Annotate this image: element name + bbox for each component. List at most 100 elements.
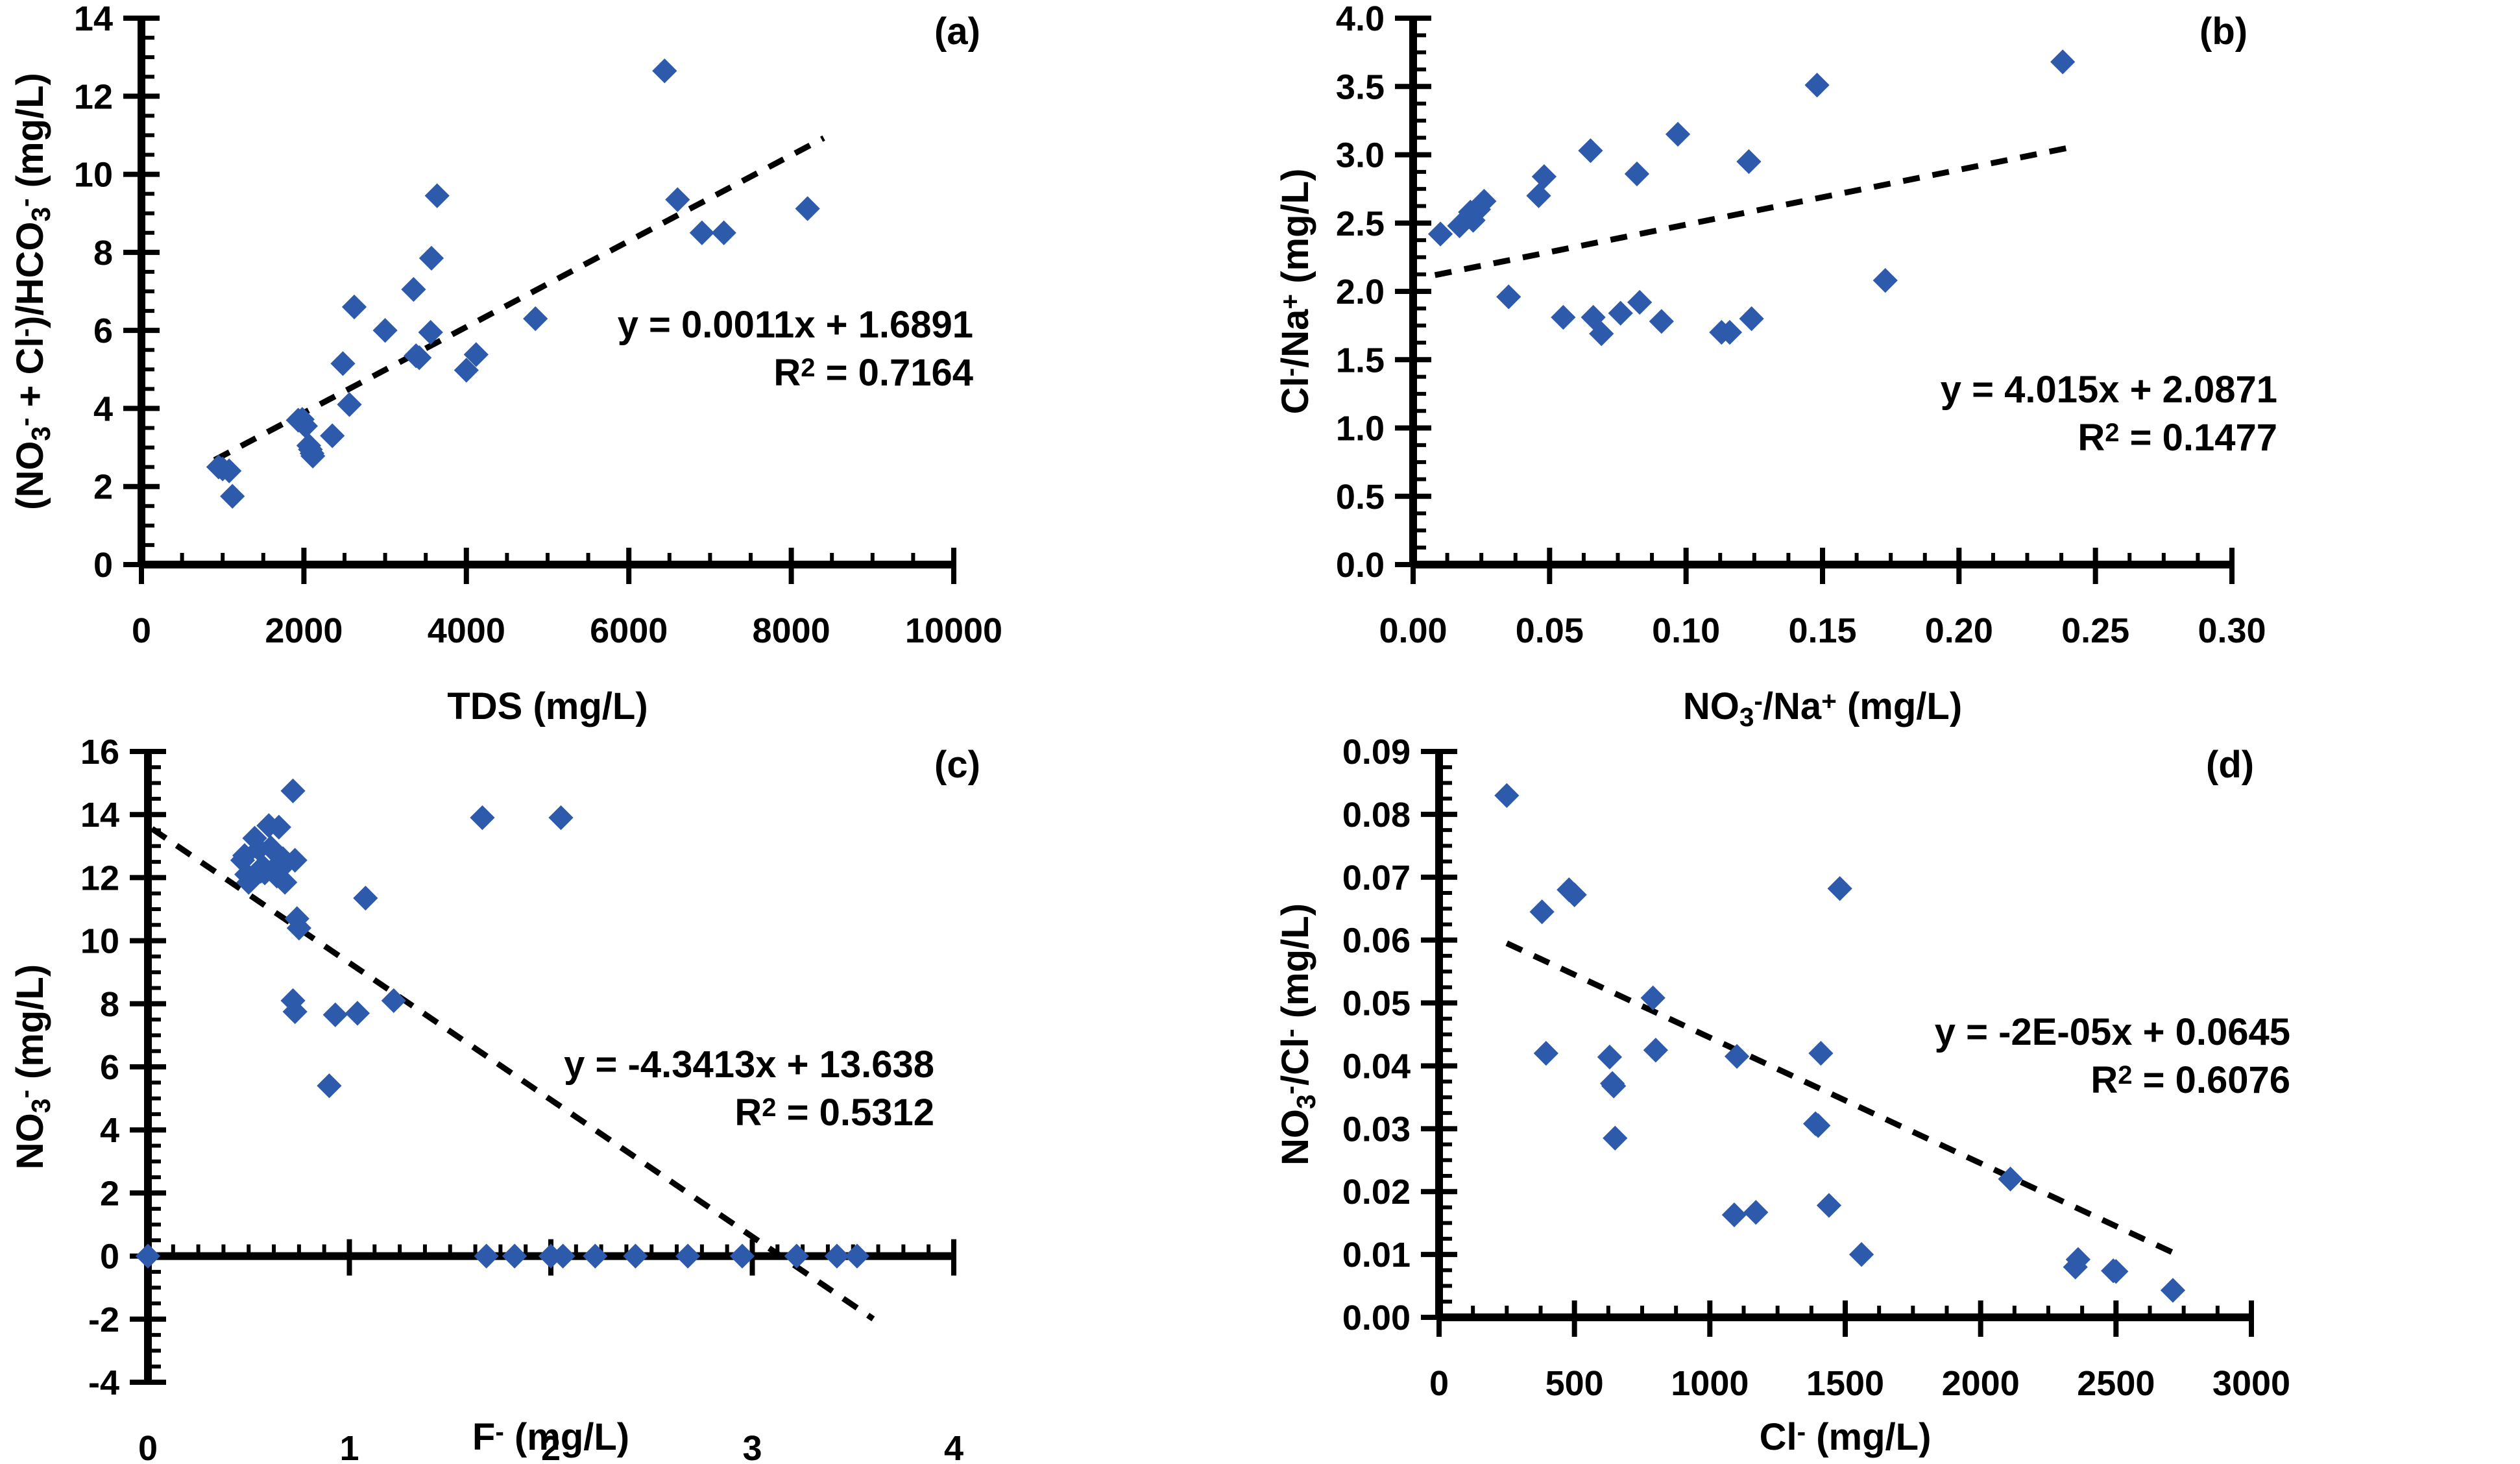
- x-tick-label: 3: [742, 1429, 762, 1464]
- data-point-marker: [454, 358, 479, 383]
- data-point-marker: [795, 196, 820, 221]
- data-point-marker: [463, 342, 489, 367]
- y-tick-label: 10: [74, 156, 113, 195]
- data-point-marker: [1597, 1044, 1623, 1070]
- data-point-marker: [1665, 121, 1691, 147]
- data-point-marker: [1589, 321, 1614, 347]
- data-point-marker: [1808, 1040, 1834, 1066]
- y-tick-label: 1.0: [1336, 409, 1385, 448]
- data-point-marker: [470, 805, 495, 831]
- data-point-marker: [407, 345, 432, 371]
- data-point-marker: [1624, 161, 1650, 187]
- data-point-marker: [1529, 899, 1555, 925]
- panel-d-scatter-cl-vs-no3cl: 0 500 1000 1500 2000 2500 3000 0.00 0.01 0.02 0.03…: [1265, 733, 2520, 1464]
- x-tick-label: 6000: [590, 611, 668, 650]
- y-axis-tick-labels: -4 -2 0 2 4 6 8 10 12 14 16: [80, 733, 119, 1402]
- chart-b: 0.00 0.05 0.10 0.15 0.20 0.25 0.30 0.0 0.5 1.0 1.5…: [1274, 0, 2277, 732]
- panel-a-scatter-tds-vs-ratio: 0 2000 4000 6000 8000 10000 0 2 4 6 8 10 12 14 TDS (mg…: [0, 0, 1265, 733]
- x-axis-title: NO3-/Na+ (mg/L): [1683, 685, 1962, 732]
- y-axis-tick-labels: 0 2 4 6 8 10 12 14: [74, 0, 113, 585]
- y-tick-label: 0.09: [1342, 733, 1411, 772]
- data-point-marker: [1640, 985, 1666, 1010]
- data-point-marker: [1603, 1125, 1628, 1151]
- data-point-marker: [282, 848, 308, 873]
- data-point-marker: [583, 1243, 608, 1269]
- data-point-marker: [474, 1243, 499, 1269]
- data-point-marker: [1721, 1202, 1747, 1228]
- panel-tag: (a): [934, 10, 980, 53]
- trendline: [150, 826, 875, 1322]
- x-tick-label: 2500: [2077, 1364, 2155, 1403]
- data-point-marker: [1472, 188, 1497, 214]
- y-tick-label: 1.5: [1336, 341, 1385, 380]
- y-tick-label: 4: [100, 1111, 119, 1150]
- y-tick-label: 0.00: [1342, 1299, 1411, 1337]
- x-axis-title: TDS (mg/L): [447, 685, 648, 727]
- y-axis-title: (NO3- + Cl-)/HCO3- (mg/L): [9, 73, 56, 510]
- data-point-marker: [1724, 1043, 1750, 1069]
- data-point-marker: [266, 814, 291, 840]
- panel-c-scatter-f-vs-no3: 0 1 2 3 4 -4 -2 0 2 4 6 8 10 12 14 16 F- (mg/L) NO3- (mg/…: [0, 733, 1265, 1464]
- y-tick-label: 0.02: [1342, 1173, 1411, 1212]
- y-tick-label: 8: [93, 234, 113, 273]
- x-tick-label: 4000: [428, 611, 505, 650]
- y-tick-label: 16: [80, 733, 119, 772]
- data-point-marker: [824, 1243, 850, 1269]
- data-point-marker: [1531, 164, 1557, 189]
- x-tick-label: 2000: [265, 611, 343, 650]
- y-tick-label: 0.08: [1342, 796, 1411, 835]
- trendline-r-squared: R2 = 0.7164: [773, 352, 973, 394]
- panel-tag: (c): [934, 744, 980, 786]
- data-point-marker: [322, 1002, 348, 1027]
- x-tick-label: 0.10: [1652, 611, 1720, 650]
- data-point-marker: [220, 483, 245, 509]
- data-point-marker: [729, 1243, 755, 1269]
- x-tick-label: 0.00: [1379, 611, 1447, 650]
- data-point-marker: [1494, 783, 1520, 808]
- x-tick-label: 0: [1429, 1364, 1449, 1403]
- panel-tag: (d): [2206, 744, 2254, 786]
- data-point-marker: [372, 318, 398, 343]
- chart-d: 0 500 1000 1500 2000 2500 3000 0.00 0.01 0.02 0.03…: [1274, 733, 2290, 1458]
- y-tick-label: 2.0: [1336, 273, 1385, 311]
- y-axis-tick-labels: 0.0 0.5 1.0 1.5 2.0 2.5 3.0 3.5 4.0: [1336, 0, 1385, 585]
- data-point-marker: [1578, 138, 1603, 164]
- data-point-marker: [502, 1243, 527, 1269]
- data-point-marker: [273, 870, 298, 895]
- y-tick-label: 4: [93, 389, 113, 428]
- data-point-marker: [1736, 149, 1762, 175]
- data-point-marker: [1998, 1166, 2023, 1191]
- x-tick-label: 8000: [753, 611, 830, 650]
- data-point-marker: [337, 392, 362, 417]
- y-tick-label: 0: [100, 1238, 119, 1276]
- x-tick-label: 10000: [905, 611, 1002, 650]
- trendline-equation: y = 4.015x + 2.0871: [1941, 369, 2277, 411]
- data-point-marker: [2160, 1278, 2186, 1303]
- data-point-marker: [784, 1243, 809, 1269]
- x-axis-tick-labels: 0 1 2 3 4: [138, 1429, 963, 1464]
- data-point-marker: [1848, 1241, 1874, 1267]
- y-axis-title: NO3- (mg/L): [9, 964, 56, 1169]
- trendline-equation: y = -4.3413x + 13.638: [564, 1043, 934, 1086]
- data-point-marker: [135, 1243, 161, 1269]
- panel-tag: (b): [2199, 10, 2247, 53]
- panel-b-scatter-no3na-vs-clna: 0.00 0.05 0.10 0.15 0.20 0.25 0.30 0.0 0.5 1.0 1.5…: [1265, 0, 2520, 733]
- data-points: [1494, 783, 2186, 1303]
- data-point-marker: [1649, 309, 1674, 334]
- data-point-marker: [317, 1073, 342, 1099]
- data-point-marker: [652, 58, 677, 84]
- data-point-marker: [280, 778, 306, 803]
- data-point-marker: [1601, 1073, 1627, 1099]
- y-tick-label: -4: [88, 1363, 119, 1402]
- y-axis-title: NO3-/Cl- (mg/L): [1274, 903, 1321, 1165]
- y-axis-title: Cl-/Na+ (mg/L): [1274, 169, 1316, 415]
- trendline: [1434, 143, 2074, 278]
- x-tick-label: 1500: [1806, 1364, 1884, 1403]
- y-tick-label: 8: [100, 985, 119, 1024]
- data-point-marker: [418, 320, 443, 345]
- y-tick-label: 4.0: [1336, 0, 1385, 38]
- y-tick-label: 3.5: [1336, 67, 1385, 106]
- data-point-marker: [1816, 1193, 1842, 1218]
